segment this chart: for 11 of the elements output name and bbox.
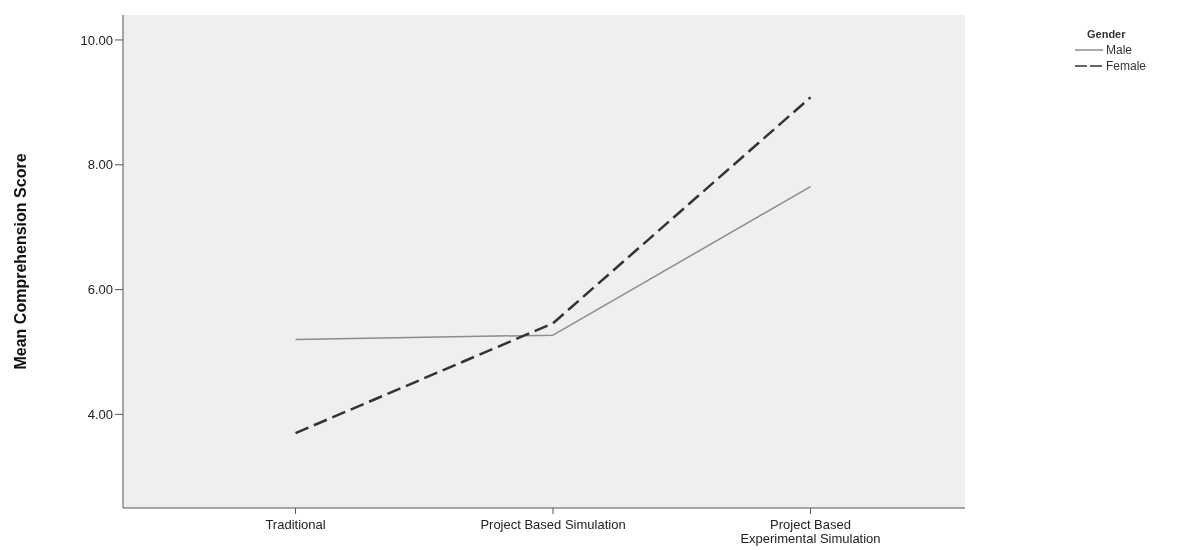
x-tick-label: Project Based Experimental Simulation (740, 517, 881, 547)
y-tick-label: 8.00 (87, 157, 113, 173)
legend-label: Male (1106, 43, 1133, 57)
y-tick-label: 6.00 (87, 282, 113, 298)
x-tick-label: Traditional (265, 517, 326, 533)
y-axis-title: Mean Comprehension Score (11, 153, 29, 370)
y-tick-label: 10.00 (80, 32, 113, 48)
y-tick-label: 4.00 (87, 407, 113, 423)
legend-label: Female (1106, 59, 1147, 73)
x-tick-label: Project Based Simulation (480, 517, 626, 533)
legend-title: Gender (1087, 28, 1127, 40)
